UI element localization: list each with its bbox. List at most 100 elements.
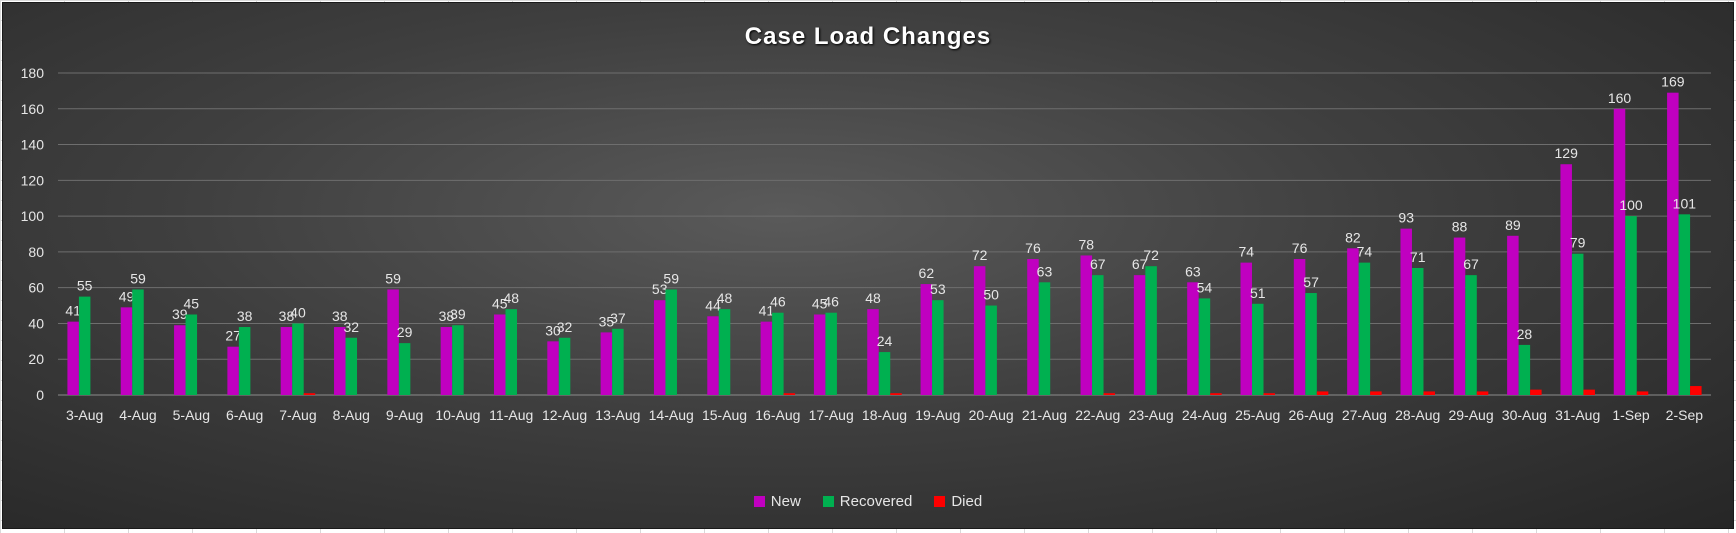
- data-label: 76: [1025, 240, 1041, 256]
- bar-recovered: [1092, 275, 1104, 395]
- x-tick-label: 20-Aug: [969, 407, 1014, 423]
- x-tick-label: 3-Aug: [66, 407, 103, 423]
- legend-swatch: [822, 496, 834, 507]
- data-label: 74: [1238, 244, 1254, 260]
- data-label: 59: [385, 270, 401, 286]
- bar-new: [653, 300, 666, 395]
- bar-died: [1530, 389, 1542, 395]
- bar-new: [1027, 259, 1039, 395]
- data-label: 27: [225, 328, 241, 344]
- bar-new: [1560, 164, 1572, 395]
- data-label: 45: [812, 296, 828, 312]
- data-label: 32: [557, 319, 573, 335]
- data-label: 41: [65, 303, 81, 319]
- data-label: 63: [1037, 263, 1053, 279]
- bar-new: [1613, 108, 1626, 396]
- data-label: 48: [717, 290, 733, 306]
- data-label: 79: [1570, 235, 1586, 251]
- bar-new: [280, 327, 293, 395]
- data-label: 76: [1292, 240, 1308, 256]
- bar-new: [547, 341, 559, 395]
- data-label: 39: [450, 306, 466, 322]
- y-tick-label: 0: [36, 387, 44, 403]
- bar-recovered: [932, 300, 944, 395]
- x-tick-label: 11-Aug: [489, 407, 533, 423]
- bar-new: [1400, 228, 1412, 395]
- x-tick-label: 21-Aug: [1022, 407, 1067, 423]
- bar-new: [1187, 282, 1199, 395]
- data-label: 28: [1517, 326, 1533, 342]
- data-label: 59: [663, 270, 679, 286]
- x-tick-label: 30-Aug: [1502, 407, 1547, 423]
- bar-recovered: [1038, 282, 1051, 395]
- data-label: 48: [503, 290, 519, 306]
- x-tick-label: 4-Aug: [119, 407, 156, 423]
- y-tick-label: 40: [28, 315, 44, 331]
- bar-recovered: [718, 309, 731, 395]
- y-tick-label: 140: [21, 137, 45, 153]
- x-tick-label: 16-Aug: [755, 407, 800, 423]
- bar-new: [440, 327, 453, 395]
- x-tick-label: 12-Aug: [542, 407, 587, 423]
- data-label: 55: [77, 278, 93, 294]
- bar-recovered: [772, 312, 784, 395]
- data-label: 46: [770, 294, 786, 310]
- data-label: 44: [705, 297, 721, 313]
- x-tick-label: 28-Aug: [1395, 407, 1440, 423]
- bar-new: [1667, 92, 1679, 395]
- x-tick-label: 17-Aug: [809, 407, 854, 423]
- bar-recovered: [345, 337, 358, 395]
- x-tick-label: 7-Aug: [279, 407, 316, 423]
- bar-recovered: [1518, 344, 1531, 395]
- bar-died: [1263, 393, 1276, 395]
- data-label: 169: [1661, 74, 1685, 90]
- y-tick-label: 60: [28, 280, 44, 296]
- bar-new: [1507, 235, 1519, 395]
- data-label: 37: [610, 310, 626, 326]
- data-label: 45: [184, 296, 200, 312]
- bar-died: [1476, 391, 1489, 395]
- data-label: 38: [237, 308, 253, 324]
- data-label: 39: [172, 306, 188, 322]
- bar-recovered: [1358, 262, 1371, 395]
- x-tick-label: 8-Aug: [333, 407, 370, 423]
- data-label: 32: [343, 319, 359, 335]
- x-tick-label: 22-Aug: [1075, 407, 1120, 423]
- data-label: 45: [492, 296, 508, 312]
- legend-swatch: [934, 496, 946, 507]
- bar-new: [334, 327, 346, 395]
- legend-item: New: [753, 493, 801, 510]
- bar-recovered: [665, 289, 677, 395]
- x-tick-label: 1-Sep: [1612, 407, 1650, 423]
- x-tick-label: 14-Aug: [649, 407, 694, 423]
- data-label: 51: [1250, 285, 1266, 301]
- y-tick-label: 160: [21, 101, 45, 117]
- data-label: 63: [1185, 263, 1201, 279]
- data-label: 82: [1345, 229, 1361, 245]
- bar-new: [1133, 275, 1146, 395]
- x-tick-label: 5-Aug: [173, 407, 210, 423]
- x-tick-label: 24-Aug: [1182, 407, 1227, 423]
- data-label: 72: [972, 247, 988, 263]
- data-label: 38: [279, 308, 295, 324]
- bar-new: [707, 316, 719, 395]
- bar-new: [387, 289, 399, 395]
- bar-new: [120, 307, 133, 395]
- data-label: 40: [290, 304, 306, 320]
- y-tick-label: 180: [21, 65, 45, 81]
- bar-new: [1080, 255, 1093, 395]
- data-label: 50: [983, 287, 999, 303]
- bar-new: [1453, 237, 1466, 395]
- x-tick-label: 2-Sep: [1666, 407, 1704, 423]
- bar-recovered: [1625, 216, 1637, 395]
- data-label: 38: [332, 308, 348, 324]
- y-tick-label: 100: [21, 208, 45, 224]
- bar-new: [1293, 259, 1306, 395]
- plot-area: 0 20 40 60 80 100 120 140 160 180 3-Aug 4-Aug 5-Aug 6…: [21, 65, 1711, 423]
- bar-recovered: [292, 323, 304, 395]
- x-tick-label: 15-Aug: [702, 407, 747, 423]
- bar-new: [920, 284, 933, 395]
- bar-recovered: [452, 325, 464, 395]
- data-label: 53: [930, 281, 946, 297]
